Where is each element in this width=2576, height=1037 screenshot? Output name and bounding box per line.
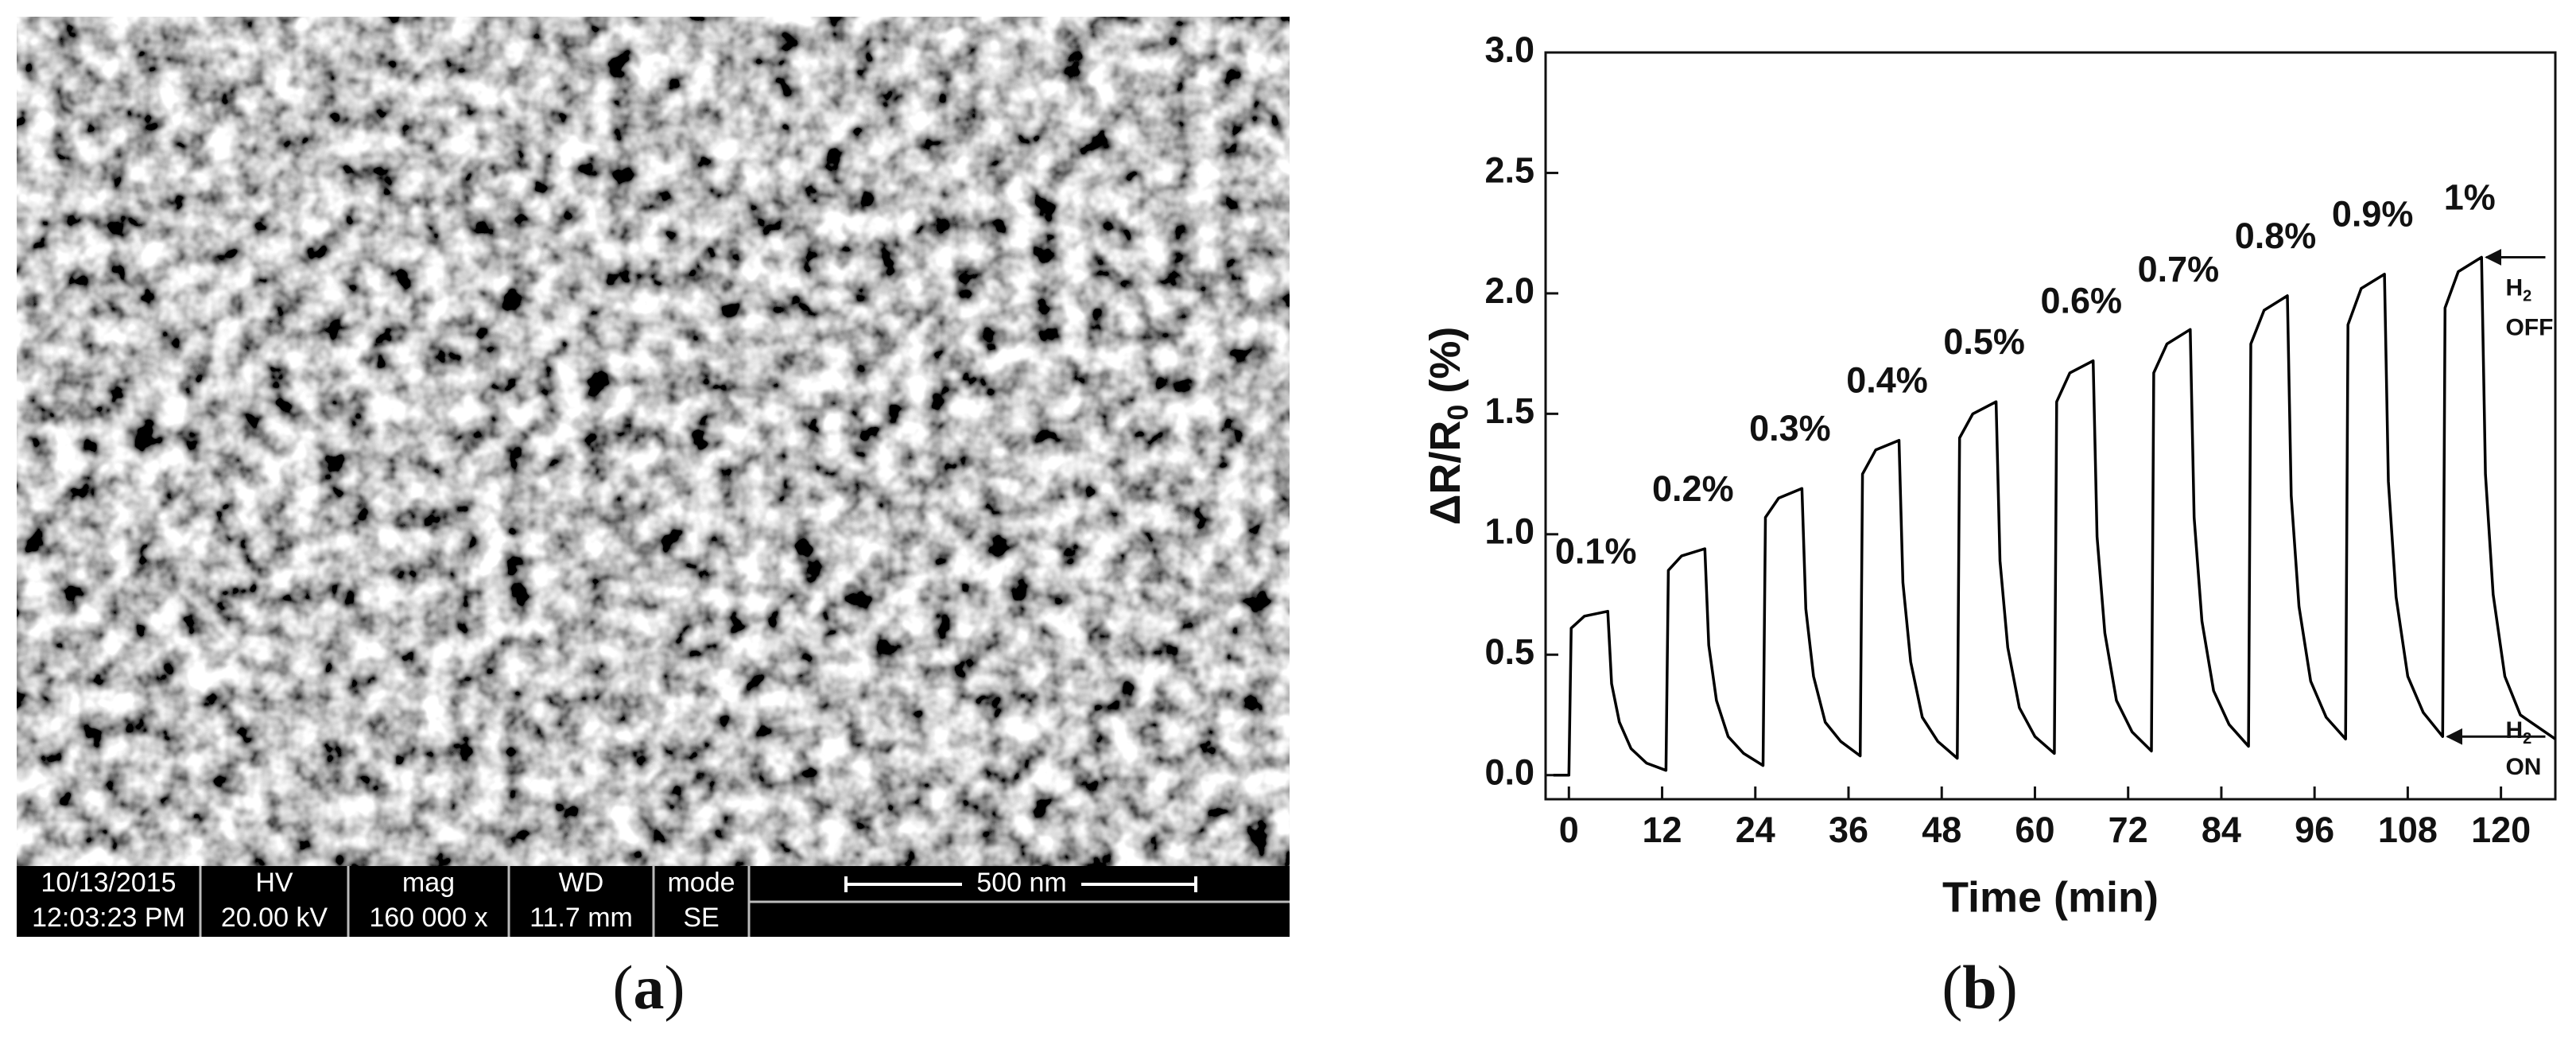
concentration-label: 1%: [2444, 177, 2496, 217]
gas-species: H: [2505, 717, 2523, 744]
y-tick-label: 0.0: [1484, 752, 1534, 793]
gas-species: H: [2505, 274, 2523, 301]
info-value: 11.7 mm: [530, 903, 633, 933]
concentration-label: 0.1%: [1555, 531, 1637, 572]
concentration-label: 0.5%: [1943, 321, 2025, 362]
gas-state: OFF: [2505, 314, 2553, 340]
scale-bar-gap: [962, 871, 1081, 898]
x-tick-label: 48: [1922, 810, 1961, 850]
y-axis-label: ΔR/R0 (%): [1422, 327, 1473, 526]
y-tick-label: 2.0: [1484, 270, 1534, 311]
caption-letter: a: [634, 953, 665, 1022]
panel-caption: (a): [613, 953, 685, 1022]
gas-subscript: 2: [2523, 731, 2531, 748]
concentration-label: 0.3%: [1749, 408, 1831, 449]
concentration-label: 0.9%: [2332, 194, 2414, 235]
concentration-label: 0.8%: [2235, 216, 2317, 256]
x-tick-label: 24: [1736, 810, 1775, 850]
sem-image: [17, 17, 1290, 866]
caption-paren: ): [665, 953, 685, 1022]
sem-panel: 10/13/2015 12:03:23 PM HV 20.00 kV mag 160 00…: [17, 17, 1290, 937]
plot-frame: [1544, 51, 2557, 801]
y-axis-label-subscript: 0: [1441, 405, 1474, 421]
concentration-label: 0.6%: [2040, 281, 2122, 321]
panel-caption: (b): [1942, 953, 2017, 1022]
info-label: HV: [255, 868, 293, 898]
info-label: mode: [667, 868, 735, 898]
y-tick-label: 3.0: [1484, 29, 1534, 70]
info-value: 20.00 kV: [221, 903, 328, 933]
captions: (a) (b): [613, 953, 2018, 1022]
x-tick-label: 108: [2378, 810, 2438, 850]
y-tick-label: 0.5: [1484, 631, 1534, 672]
info-label: mag: [402, 868, 455, 898]
scale-bar-label: 500 nm: [976, 868, 1066, 898]
gas-subscript: 2: [2523, 288, 2531, 305]
caption-paren: ): [1997, 953, 2018, 1022]
y-axis-label-unit: (%): [1422, 327, 1469, 394]
chart: 0 12 24 36 48 60 72 84 96 108 120 0.0 0.5 1.0 1.5 2.0 2.…: [1422, 29, 2557, 921]
x-tick-label: 0: [1559, 810, 1579, 850]
x-tick-label: 96: [2295, 810, 2334, 850]
gas-label: H2: [2505, 717, 2531, 748]
x-tick-label: 36: [1829, 810, 1868, 850]
info-value: 160 000 x: [369, 903, 487, 933]
y-axis-label-main: ΔR/R: [1422, 421, 1469, 526]
info-value: SE: [683, 903, 719, 933]
y-tick-label: 2.5: [1484, 150, 1534, 190]
caption-paren: (: [1942, 953, 1962, 1022]
y-tick-label: 1.0: [1484, 511, 1534, 552]
concentration-label: 0.7%: [2138, 249, 2220, 289]
info-value: 12:03:23 PM: [32, 903, 185, 933]
concentration-label: 0.4%: [1846, 360, 1928, 401]
caption-letter: b: [1962, 953, 1996, 1022]
y-tick-label: 1.5: [1484, 390, 1534, 431]
x-tick-label: 12: [1643, 810, 1682, 850]
x-tick-label: 60: [2015, 810, 2054, 850]
caption-paren: (: [613, 953, 634, 1022]
info-label: 10/13/2015: [41, 868, 176, 898]
x-tick-label: 120: [2471, 810, 2531, 850]
gas-label: H2: [2505, 274, 2531, 305]
response-line: [1553, 255, 2556, 777]
x-axis-label: Time (min): [1942, 873, 2159, 921]
x-tick-label: 72: [2109, 810, 2148, 850]
info-bar: 10/13/2015 12:03:23 PM HV 20.00 kV mag 160 00…: [17, 866, 1290, 937]
gas-state: ON: [2505, 754, 2541, 780]
concentration-label: 0.2%: [1652, 468, 1734, 509]
x-tick-label: 84: [2202, 810, 2241, 850]
info-label: WD: [559, 868, 604, 898]
